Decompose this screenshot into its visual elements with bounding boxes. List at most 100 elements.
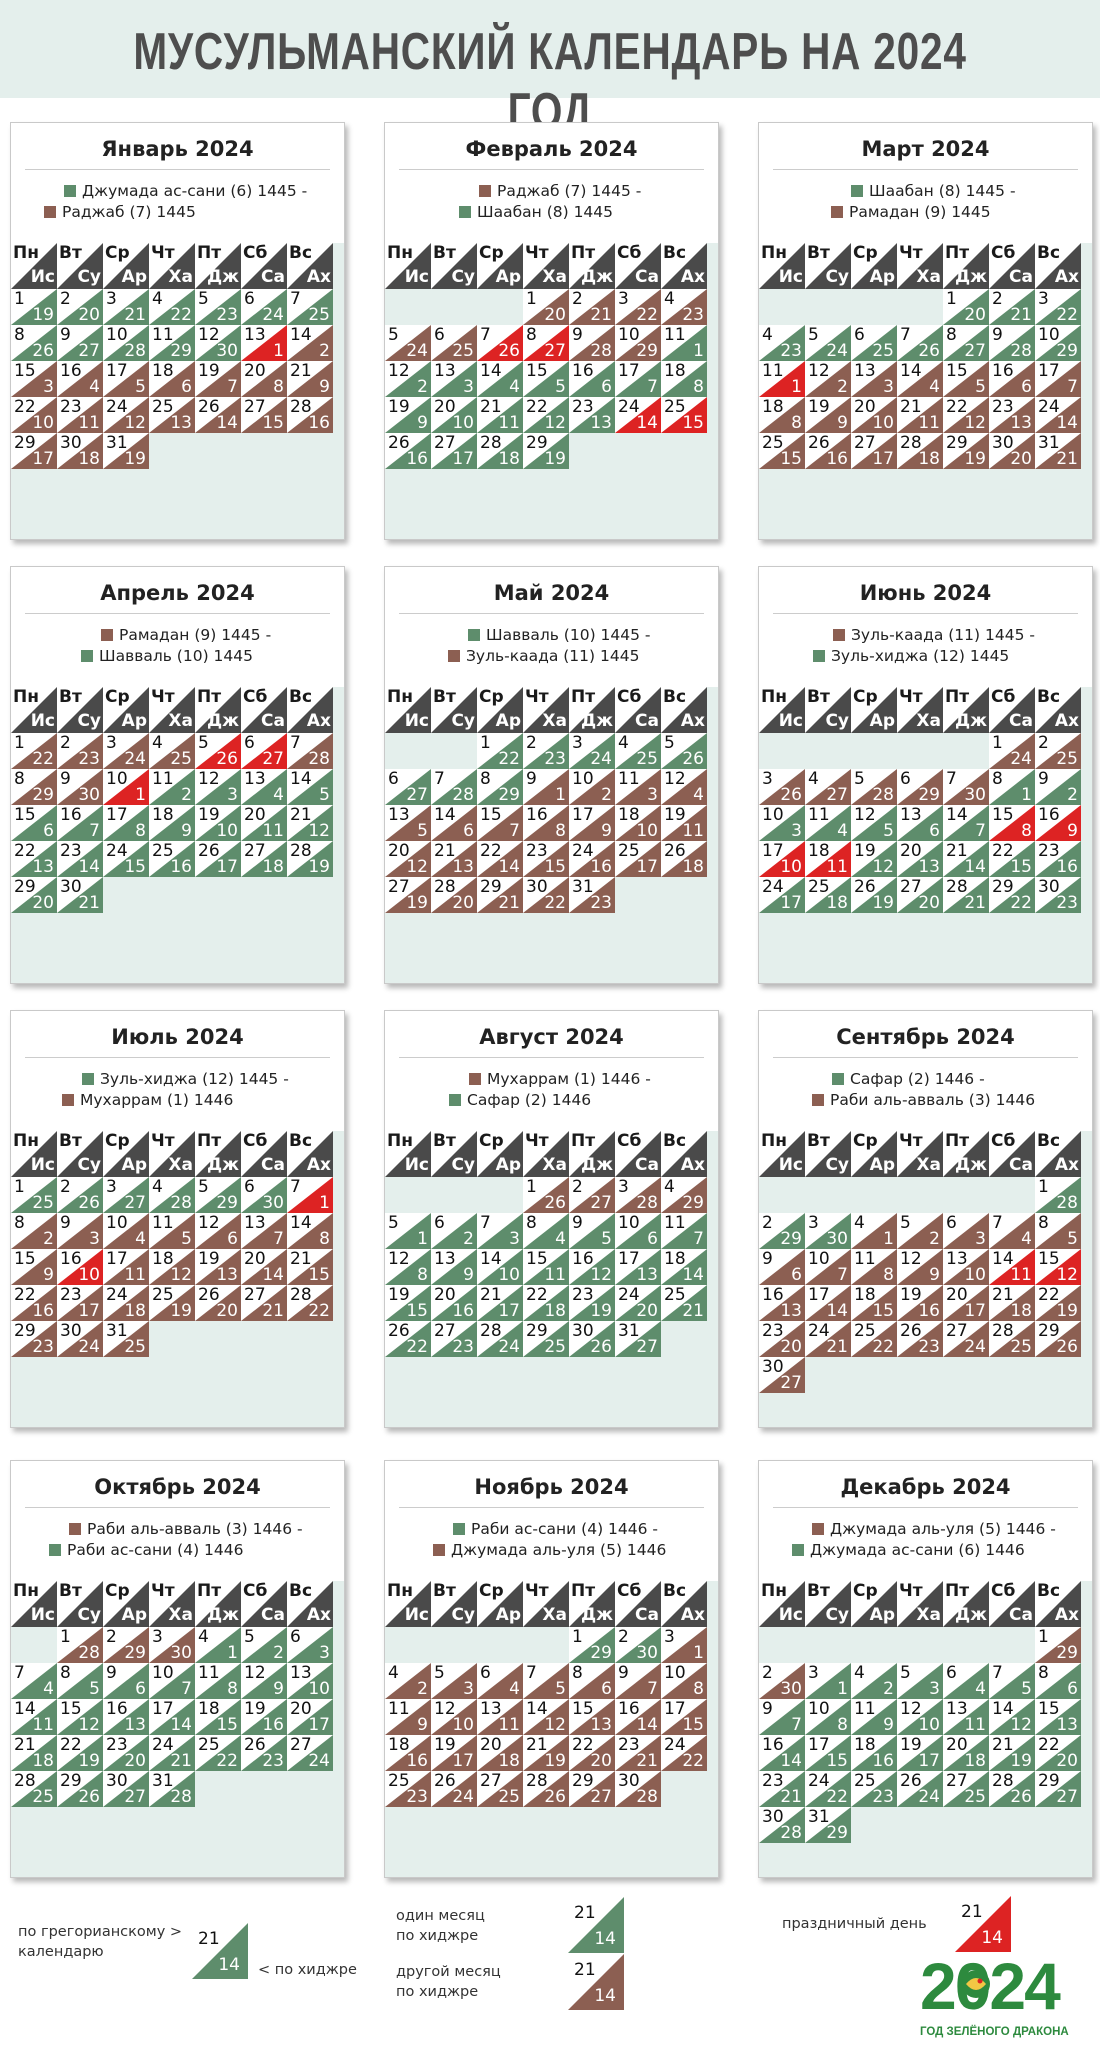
hijri-day: 27	[1056, 1787, 1078, 1807]
day-cell-triangle	[569, 1699, 615, 1735]
weekday-header: Вс Ах	[1035, 1581, 1081, 1627]
hijri-day: 24	[1010, 749, 1032, 769]
hijri-month-row: Зуль-каада (11) 1445 -	[833, 625, 1035, 646]
day-cell-triangle	[805, 397, 851, 433]
weekday-gregorian: Пн	[13, 1581, 39, 1601]
weekday-gregorian: Пн	[761, 1581, 787, 1601]
gregorian-day: 5	[388, 1213, 399, 1233]
day-cell-triangle	[661, 289, 707, 325]
day-cell: 18 15	[851, 1285, 897, 1321]
weekday-hijri: Ар	[495, 267, 521, 287]
day-cell-triangle	[851, 841, 897, 877]
weekday-header: Сб Са	[241, 243, 287, 289]
hijri-day: 15	[308, 1265, 330, 1285]
hijri-day: 24	[406, 341, 428, 361]
gregorian-day: 19	[244, 1699, 266, 1719]
weekday-header-triangle	[759, 1581, 805, 1627]
day-cell: 14 11	[11, 1699, 57, 1735]
hijri-day: 1	[693, 1643, 704, 1663]
gregorian-day: 21	[992, 1285, 1014, 1305]
legend-one-month-gregorian: 21	[574, 1903, 596, 1923]
weekday-header-triangle	[897, 1581, 943, 1627]
day-cell-triangle	[805, 433, 851, 469]
day-cell-triangle	[477, 361, 523, 397]
weekday-hijri: Ах	[1054, 1155, 1079, 1175]
month-title: Октябрь 2024	[94, 1475, 261, 1499]
day-cell-triangle	[661, 325, 707, 361]
day-cell-triangle	[1035, 841, 1081, 877]
weekday-header-triangle	[569, 243, 615, 289]
day-cell: 23 20	[103, 1735, 149, 1771]
weekday-header: Пн Ис	[385, 1131, 431, 1177]
day-cell: 22 15	[989, 841, 1035, 877]
hijri-day: 8	[135, 821, 146, 841]
day-cell: 24 16	[569, 841, 615, 877]
day-cell-triangle	[287, 1735, 333, 1771]
weekday-header: Пн Ис	[11, 1581, 57, 1627]
weekday-header-triangle	[805, 1581, 851, 1627]
day-cell: 2 25	[1035, 733, 1081, 769]
gregorian-day: 8	[946, 325, 957, 345]
day-cell-triangle	[195, 769, 241, 805]
gregorian-day: 4	[152, 289, 163, 309]
weekday-gregorian: Сб	[243, 1581, 268, 1601]
gregorian-day: 14	[290, 325, 312, 345]
gregorian-day: 13	[946, 1249, 968, 1269]
day-cell: 2 29	[103, 1627, 149, 1663]
hijri-month-label: Шавваль (10) 1445	[99, 647, 254, 665]
gregorian-day: 11	[664, 1213, 686, 1233]
day-cell-triangle	[805, 1663, 851, 1699]
hijri-color-swatch	[812, 1094, 824, 1106]
day-cell: 20 13	[897, 841, 943, 877]
gregorian-day: 11	[618, 769, 640, 789]
hijri-day: 27	[780, 1373, 802, 1393]
weekday-gregorian: Пт	[945, 1131, 970, 1151]
day-cell-triangle	[897, 1213, 943, 1249]
gregorian-day: 20	[244, 805, 266, 825]
hijri-months: Раби ас-сани (4) 1446 - Джумада аль-уля (…	[433, 1519, 666, 1561]
hijri-day: 29	[918, 785, 940, 805]
day-cell-triangle	[851, 805, 897, 841]
hijri-month-label: Раби ас-сани (4) 1446	[67, 1541, 244, 1559]
day-cell: 20 11	[241, 805, 287, 841]
gregorian-day: 20	[244, 361, 266, 381]
gregorian-day: 22	[526, 1285, 548, 1305]
gregorian-day: 28	[480, 1321, 502, 1341]
hijri-day: 9	[181, 821, 192, 841]
day-cell: 24 21	[805, 1321, 851, 1357]
weekday-header: Чт Ха	[149, 1131, 195, 1177]
day-cell-triangle	[615, 1213, 661, 1249]
gregorian-day: 24	[808, 1321, 830, 1341]
hijri-day: 12	[406, 857, 428, 877]
gregorian-day: 9	[60, 325, 71, 345]
day-cell-triangle	[615, 289, 661, 325]
weekday-header: Вс Ах	[287, 243, 333, 289]
day-cell-triangle	[431, 1735, 477, 1771]
gregorian-day: 25	[388, 1771, 410, 1791]
month-card: Февраль 2024 Раджаб (7) 1445 - Шаабан (8) …	[384, 122, 719, 540]
day-cell-triangle	[569, 325, 615, 361]
day-cell: 30 23	[1035, 877, 1081, 913]
month-day-grid: Пн Ис Вт Су Ср Ар Чт Ха Пт Дж Сб Са Вс Ах 1 29 2 30 3 1 4 2 5 3…	[385, 1581, 718, 1877]
weekday-hijri: Су	[825, 1155, 849, 1175]
day-cell: 15 3	[11, 361, 57, 397]
day-cell-triangle	[195, 1699, 241, 1735]
gregorian-day: 31	[808, 1807, 830, 1827]
day-cell-triangle	[805, 1699, 851, 1735]
day-cell-triangle	[57, 433, 103, 469]
month-card-header: Декабрь 2024 Джумада аль-уля (5) 1446 - Дж…	[759, 1461, 1092, 1581]
hijri-day: 21	[780, 1787, 802, 1807]
gregorian-day: 27	[946, 1771, 968, 1791]
legend-other-month-label: другой месяц по хиджре	[396, 1962, 501, 2002]
weekday-gregorian: Пн	[13, 687, 39, 707]
hijri-day: 22	[682, 1751, 704, 1771]
day-cell-triangle	[477, 769, 523, 805]
hijri-day: 25	[124, 1337, 146, 1357]
day-cell-triangle	[805, 877, 851, 913]
weekday-header-triangle	[103, 1581, 149, 1627]
day-cell-triangle	[661, 1627, 707, 1663]
day-cell-triangle	[1035, 361, 1081, 397]
hijri-day: 21	[262, 1301, 284, 1321]
gregorian-day: 29	[1038, 1771, 1060, 1791]
day-cell: 19 16	[241, 1699, 287, 1735]
